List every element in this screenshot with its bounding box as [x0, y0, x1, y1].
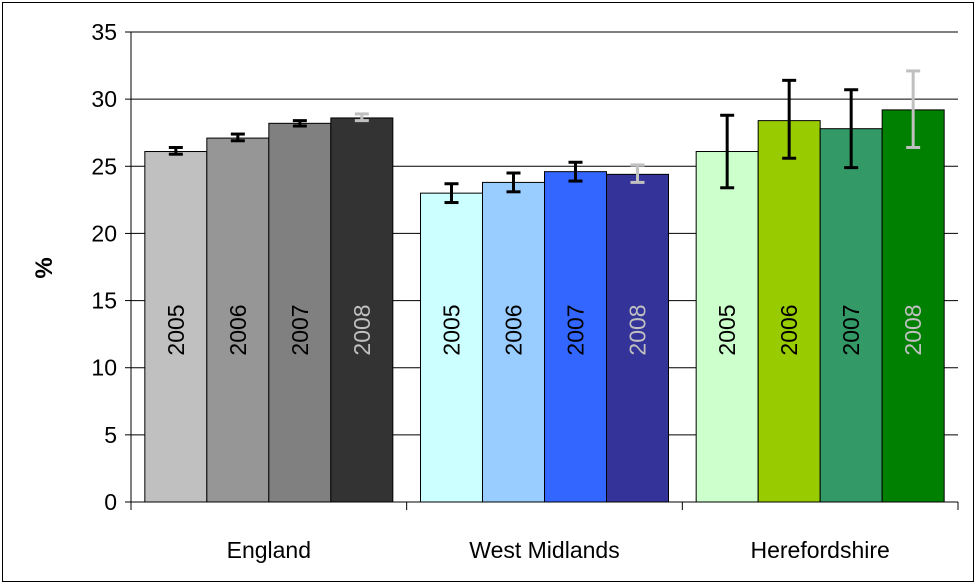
bar: [206, 137, 270, 503]
bar: [606, 173, 669, 503]
y-tick-label: 10: [91, 355, 117, 381]
y-tick-label: 30: [91, 86, 117, 112]
y-tick-label: 25: [91, 153, 117, 179]
category-label: England: [227, 537, 311, 563]
bar-label: 2005: [163, 304, 189, 355]
bar-label: 2007: [563, 304, 589, 355]
bar: [330, 117, 394, 503]
bar: [819, 128, 883, 503]
bar: [881, 109, 945, 503]
bar-label: 2005: [439, 304, 465, 355]
y-tick-label: 0: [104, 489, 117, 515]
axes: 0 5 10 15 20 25 30 35 England West Midlands Herefo…: [91, 19, 959, 563]
bar: [268, 122, 332, 503]
category-label: West Midlands: [469, 537, 619, 563]
y-tick-label: 35: [91, 19, 117, 45]
y-tick-label: 15: [91, 288, 117, 314]
y-tick-label: 5: [104, 422, 117, 448]
bar-label: 2008: [900, 304, 926, 355]
y-axis-label: %: [31, 257, 58, 278]
bar-label: 2006: [501, 304, 527, 355]
bar-label: 2007: [838, 304, 864, 355]
category-label: Herefordshire: [750, 537, 889, 563]
bar-label: 2006: [776, 304, 802, 355]
bar: [420, 192, 483, 503]
bar-label: 2007: [287, 304, 313, 355]
bar: [544, 171, 607, 503]
y-tick-label: 20: [91, 220, 117, 246]
error-bars: [168, 69, 921, 205]
bar-label: 2005: [714, 304, 740, 355]
bar-label: 2008: [349, 304, 375, 355]
bar: [757, 120, 821, 503]
bar-label: 2008: [625, 304, 651, 355]
bar: [695, 151, 759, 503]
bar: [144, 151, 208, 503]
bars: 2005 2006 2007 2008 2005 2006 2007 2008 2005 2006…: [144, 109, 945, 503]
bar-label: 2006: [225, 304, 251, 355]
